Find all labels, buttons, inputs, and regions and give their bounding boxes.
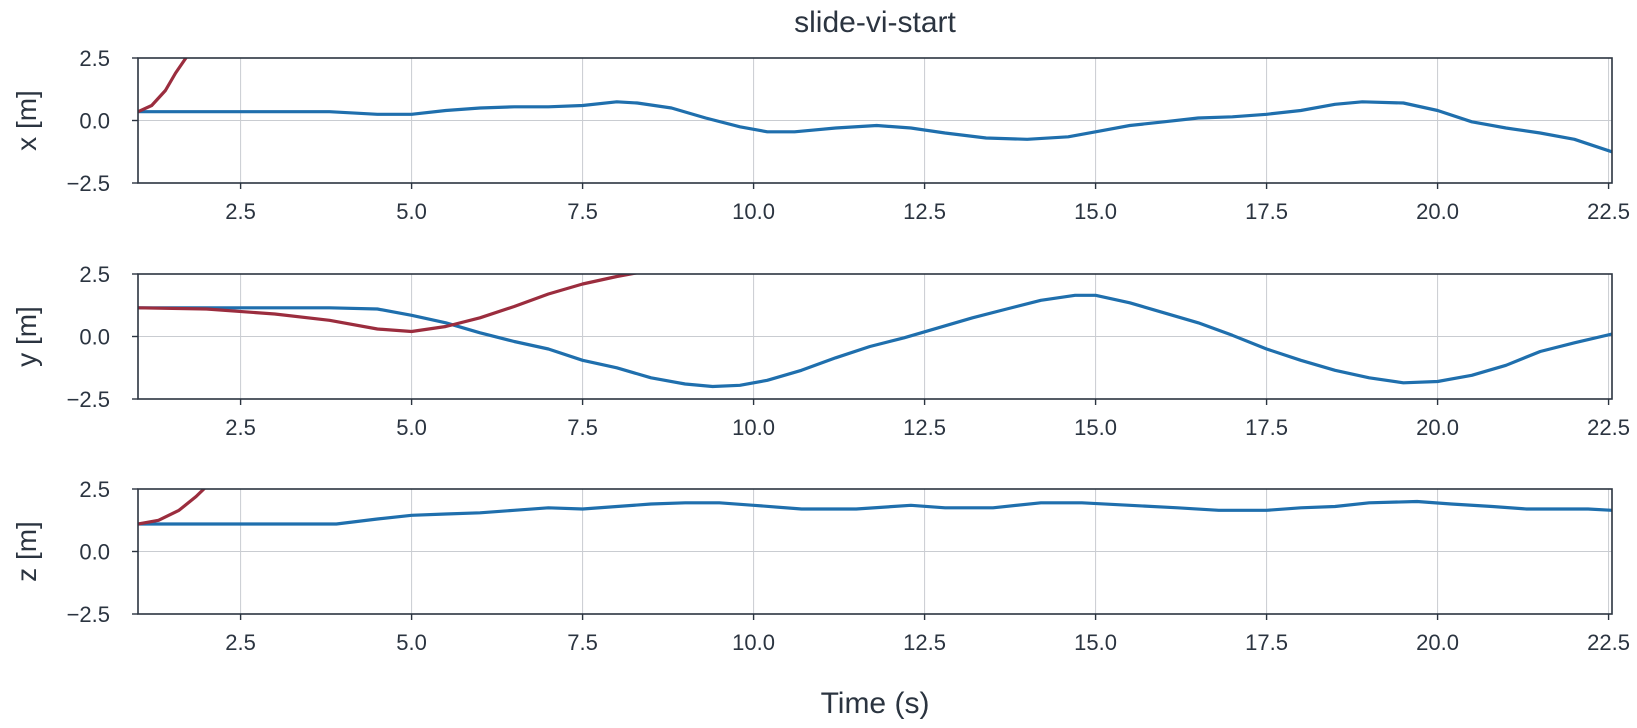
x-tick-label: 12.5 <box>903 630 946 655</box>
x-axis-label: Time (s) <box>821 687 930 720</box>
y-tick-label: −2.5 <box>67 387 110 412</box>
subplots: 2.5 5.0 7.5 10.0 12.5 15.0 17.5 20.0 22.5 2.5 0.0 −… <box>11 46 1630 655</box>
x-tick-label: 10.0 <box>732 415 775 440</box>
x-tick-label: 2.5 <box>225 415 256 440</box>
x-tick-label: 7.5 <box>567 415 598 440</box>
axes-frame <box>137 57 1613 184</box>
x-tick-label: 20.0 <box>1416 199 1459 224</box>
y-axis-label: z [m] <box>11 521 42 582</box>
x-tick-label: 17.5 <box>1245 630 1288 655</box>
x-tick-label: 5.0 <box>396 630 427 655</box>
axes-frame <box>137 273 1613 400</box>
x-tick-label: 22.5 <box>1587 199 1630 224</box>
x-tick-label: 20.0 <box>1416 415 1459 440</box>
x-tick-label: 2.5 <box>225 630 256 655</box>
x-tick-label: 20.0 <box>1416 630 1459 655</box>
reference-line <box>138 100 1612 154</box>
subplot-2: 2.5 5.0 7.5 10.0 12.5 15.0 17.5 20.0 22.5 2.5 0.0 −… <box>11 262 1630 440</box>
x-tick-label: 7.5 <box>567 630 598 655</box>
y-tick-label: 0.0 <box>79 325 110 350</box>
x-tick-label: 15.0 <box>1074 415 1117 440</box>
y-tick-label: 2.5 <box>79 46 110 71</box>
y-tick-label: 2.5 <box>79 477 110 502</box>
x-tick-label: 22.5 <box>1587 630 1630 655</box>
y-tick-label: 0.0 <box>79 540 110 565</box>
estimate-line <box>138 58 188 114</box>
y-tick-label: 0.0 <box>79 109 110 134</box>
x-tick-label: 2.5 <box>225 199 256 224</box>
estimate-line <box>138 489 207 526</box>
x-tick-label: 7.5 <box>567 199 598 224</box>
x-tick-label: 17.5 <box>1245 199 1288 224</box>
x-tick-label: 12.5 <box>903 199 946 224</box>
y-tick-label: −2.5 <box>67 602 110 627</box>
y-tick-label: 2.5 <box>79 262 110 287</box>
x-tick-label: 10.0 <box>732 199 775 224</box>
plot-area <box>138 489 1612 526</box>
x-tick-label: 5.0 <box>396 415 427 440</box>
y-axis-label: x [m] <box>11 90 42 151</box>
x-tick-label: 12.5 <box>903 415 946 440</box>
x-tick-label: 17.5 <box>1245 415 1288 440</box>
subplot-3: 2.5 5.0 7.5 10.0 12.5 15.0 17.5 20.0 22.5 2.5 0.0 −… <box>11 477 1630 655</box>
subplot-1: 2.5 5.0 7.5 10.0 12.5 15.0 17.5 20.0 22.5 2.5 0.0 −… <box>11 46 1630 224</box>
plot-area <box>138 58 1612 154</box>
x-tick-label: 15.0 <box>1074 199 1117 224</box>
x-tick-label: 15.0 <box>1074 630 1117 655</box>
x-tick-label: 5.0 <box>396 199 427 224</box>
chart-title: slide-vi-start <box>794 6 956 39</box>
y-tick-label: −2.5 <box>67 171 110 196</box>
reference-line <box>138 293 1612 389</box>
reference-line <box>138 499 1612 526</box>
axes-frame <box>137 488 1613 615</box>
x-tick-label: 22.5 <box>1587 415 1630 440</box>
estimate-line <box>138 274 639 334</box>
y-axis-label: y [m] <box>11 306 42 367</box>
x-tick-label: 10.0 <box>732 630 775 655</box>
plot-area <box>138 274 1612 389</box>
